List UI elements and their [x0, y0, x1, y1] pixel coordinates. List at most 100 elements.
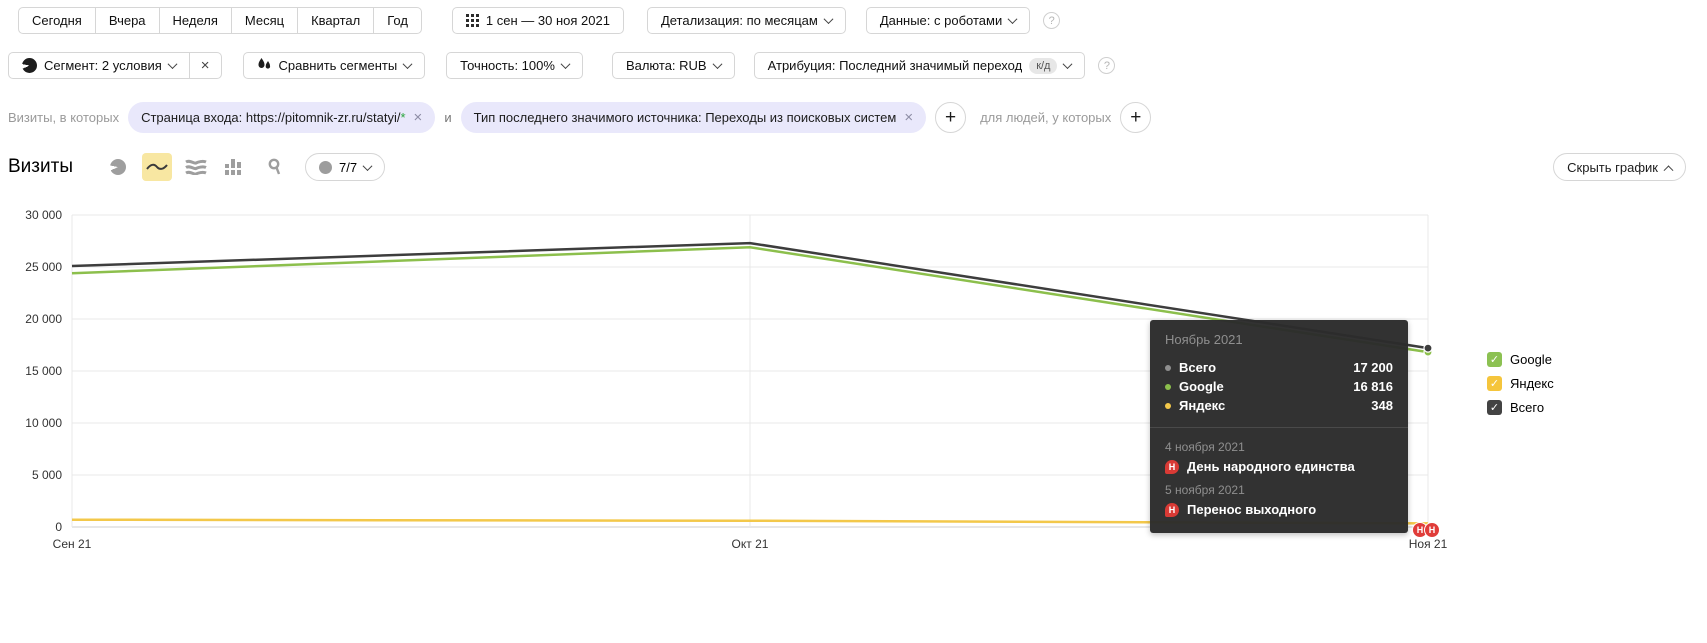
segment-pie-icon	[22, 58, 37, 73]
date-range-label: 1 сен — 30 ноя 2021	[485, 13, 610, 28]
period-week-button[interactable]: Неделя	[158, 7, 232, 34]
chart-header: Визиты	[8, 153, 1700, 181]
currency-label: Валюта: RUB	[625, 58, 707, 73]
period-toolbar: Сегодня Вчера Неделя Месяц Квартал Год 1…	[18, 7, 1061, 34]
accuracy-label: Точность: 100%	[460, 58, 555, 73]
help-icon[interactable]: ?	[1043, 12, 1061, 29]
series-name: Google	[1179, 379, 1224, 394]
holiday-badge-icon: Н	[1165, 459, 1179, 474]
period-month-button[interactable]: Месяц	[230, 7, 299, 34]
detalization-label: Детализация: по месяцам	[660, 13, 818, 28]
period-yesterday-button[interactable]: Вчера	[94, 7, 160, 34]
segment-conditions-row: Визиты, в которых Страница входа: https:…	[8, 102, 1152, 133]
compare-segments-icon	[257, 57, 272, 74]
comment-bubble-icon	[318, 160, 332, 174]
chevron-down-icon	[362, 160, 373, 171]
chart-type-stacked-area-icon[interactable]	[181, 153, 211, 181]
chip-close-icon[interactable]: ×	[413, 109, 423, 126]
legend-item-google[interactable]: ✓ Google	[1487, 352, 1554, 367]
tooltip-divider	[1150, 427, 1408, 428]
svg-text:Сен 21: Сен 21	[53, 537, 92, 551]
hide-chart-button[interactable]: Скрыть график	[1553, 153, 1686, 181]
chart-type-bars-icon[interactable]	[220, 153, 250, 181]
calendar-grid-icon	[465, 14, 479, 27]
event-label: День народного единства	[1187, 459, 1355, 474]
svg-text:Окт 21: Окт 21	[732, 537, 769, 551]
svg-text:10 000: 10 000	[25, 416, 62, 430]
date-range-button[interactable]: 1 сен — 30 ноя 2021	[451, 7, 624, 34]
series-dot-icon	[1165, 402, 1171, 409]
chevron-down-icon	[1007, 14, 1018, 25]
attribution-dropdown[interactable]: Атрибуция: Последний значимый переход к/…	[753, 52, 1086, 79]
attribution-model-badge: к/д	[1029, 57, 1058, 74]
chevron-down-icon	[402, 59, 413, 70]
segment-chip-source-type[interactable]: Тип последнего значимого источника: Пере…	[460, 102, 927, 133]
conjunction-label: и	[444, 110, 452, 125]
tooltip-row-google: Google 16 816	[1165, 377, 1393, 396]
add-user-condition-button[interactable]: +	[1120, 102, 1152, 133]
checkbox-checked-icon[interactable]: ✓	[1487, 400, 1502, 415]
chart-type-pie-icon[interactable]	[103, 153, 133, 181]
accuracy-dropdown[interactable]: Точность: 100%	[446, 52, 583, 79]
legend-item-total[interactable]: ✓ Всего	[1487, 400, 1554, 415]
period-year-button[interactable]: Год	[373, 7, 422, 34]
series-dot-icon	[1165, 383, 1171, 390]
chart-tooltip: Ноябрь 2021 Всего 17 200 Google 16 816 Я…	[1150, 320, 1408, 533]
tooltip-month-title: Ноябрь 2021	[1165, 332, 1243, 347]
help-icon[interactable]: ?	[1098, 57, 1116, 74]
segment-button-group: Сегмент: 2 условия ×	[8, 52, 222, 79]
series-value: 348	[1371, 398, 1393, 413]
svg-text:Ноя 21: Ноя 21	[1409, 537, 1448, 551]
data-mode-dropdown[interactable]: Данные: с роботами	[865, 7, 1031, 34]
checkbox-checked-icon[interactable]: ✓	[1487, 376, 1502, 391]
event-label: Перенос выходного	[1187, 502, 1317, 517]
svg-text:0: 0	[55, 520, 62, 534]
segment-dropdown[interactable]: Сегмент: 2 условия	[8, 52, 190, 79]
chip-text: Тип последнего значимого источника: Пере…	[473, 110, 897, 125]
holiday-marker[interactable]: Н	[1424, 522, 1440, 538]
wildcard-mark: *	[400, 110, 406, 125]
svg-text:30 000: 30 000	[25, 208, 62, 222]
segment-clear-button[interactable]: ×	[188, 52, 222, 79]
hide-chart-label: Скрыть график	[1567, 159, 1658, 175]
chart-type-line-icon[interactable]	[141, 153, 172, 181]
series-name: Яндекс	[1179, 398, 1226, 413]
add-visit-condition-button[interactable]: +	[935, 102, 967, 133]
period-button-group: Сегодня Вчера Неделя Месяц Квартал Год	[18, 7, 422, 34]
event-date: 4 ноября 2021	[1165, 440, 1245, 454]
chevron-up-icon	[1663, 164, 1674, 175]
series-value: 17 200	[1353, 360, 1393, 375]
svg-text:20 000: 20 000	[25, 312, 62, 326]
period-quarter-button[interactable]: Квартал	[297, 7, 375, 34]
attribution-label: Атрибуция: Последний значимый переход	[767, 58, 1023, 73]
chip-text: Страница входа: https://pitomnik-zr.ru/s…	[141, 110, 406, 125]
chart-type-map-icon[interactable]	[259, 153, 289, 181]
legend-item-yandex[interactable]: ✓ Яндекс	[1487, 376, 1554, 391]
series-value: 16 816	[1353, 379, 1393, 394]
segment-chip-entry-page[interactable]: Страница входа: https://pitomnik-zr.ru/s…	[128, 102, 436, 133]
chevron-down-icon	[560, 59, 571, 70]
chip-close-icon[interactable]: ×	[904, 109, 914, 126]
currency-dropdown[interactable]: Валюта: RUB	[611, 52, 735, 79]
period-today-button[interactable]: Сегодня	[18, 7, 96, 34]
compare-segments-dropdown[interactable]: Сравнить сегменты	[242, 52, 426, 79]
event-row: Н Перенос выходного	[1165, 502, 1393, 517]
segment-prefix-label: Визиты, в которых	[8, 110, 120, 125]
checkbox-checked-icon[interactable]: ✓	[1487, 352, 1502, 367]
detalization-dropdown[interactable]: Детализация: по месяцам	[646, 7, 846, 34]
legend-label: Google	[1510, 352, 1552, 367]
holiday-badge-icon: Н	[1165, 502, 1179, 517]
event-date: 5 ноября 2021	[1165, 483, 1245, 497]
chevron-down-icon	[712, 59, 723, 70]
chevron-down-icon	[823, 14, 834, 25]
compare-segments-label: Сравнить сегменты	[278, 58, 398, 73]
svg-text:5 000: 5 000	[32, 468, 62, 482]
segment-label: Сегмент: 2 условия	[44, 58, 162, 73]
tooltip-row-total: Всего 17 200	[1165, 358, 1393, 377]
annotations-count: 7/7	[338, 159, 358, 175]
event-row: Н День народного единства	[1165, 459, 1393, 474]
annotations-dropdown[interactable]: 7/7	[304, 153, 386, 181]
data-mode-label: Данные: с роботами	[879, 13, 1003, 28]
chevron-down-icon	[167, 59, 178, 70]
